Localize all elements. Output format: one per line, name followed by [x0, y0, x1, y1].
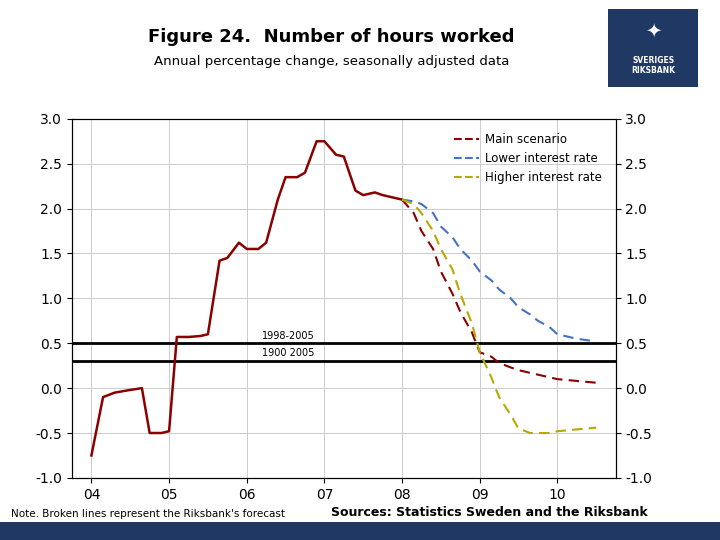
Text: 1998-2005: 1998-2005	[262, 330, 315, 341]
Legend: Main scenario, Lower interest rate, Higher interest rate: Main scenario, Lower interest rate, High…	[449, 129, 607, 188]
Text: Sources: Statistics Sweden and the Riksbank: Sources: Statistics Sweden and the Riksb…	[331, 507, 648, 519]
Text: ✦: ✦	[645, 22, 662, 40]
Text: 1900 2005: 1900 2005	[262, 348, 315, 359]
Text: Annual percentage change, seasonally adjusted data: Annual percentage change, seasonally adj…	[153, 55, 509, 68]
Text: Note. Broken lines represent the Riksbank's forecast: Note. Broken lines represent the Riksban…	[11, 509, 285, 519]
Text: SVERIGES
RIKSBANK: SVERIGES RIKSBANK	[631, 56, 675, 75]
Text: Figure 24.  Number of hours worked: Figure 24. Number of hours worked	[148, 28, 515, 46]
